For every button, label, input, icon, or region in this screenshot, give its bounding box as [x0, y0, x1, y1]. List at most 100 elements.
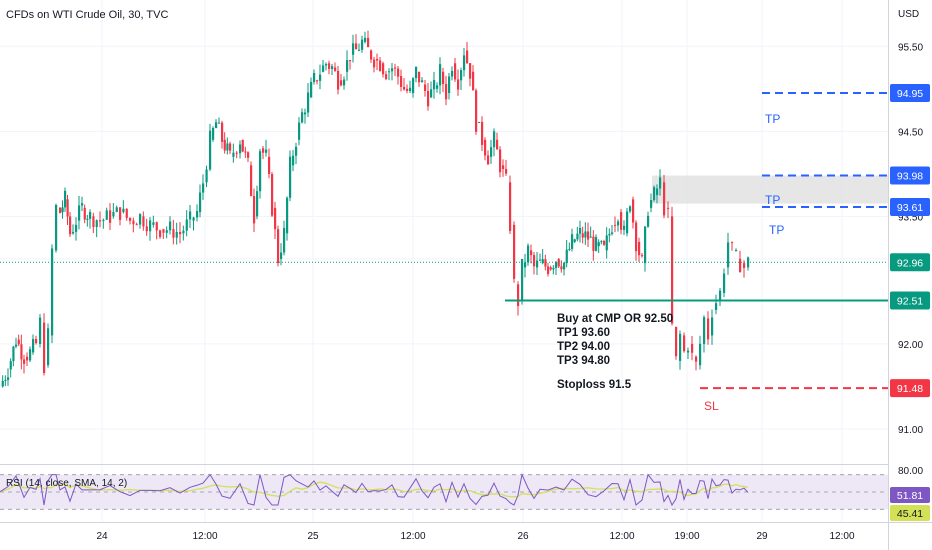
candle-body	[253, 196, 256, 224]
candle-body	[286, 197, 289, 234]
candle-body	[43, 322, 46, 374]
candle-body	[235, 152, 238, 154]
rsi-line	[0, 473, 749, 507]
candle-body	[189, 211, 192, 220]
candle-body	[555, 261, 558, 268]
price-tag-bg	[890, 166, 930, 185]
candle-body	[292, 155, 295, 166]
candle-body	[442, 71, 445, 85]
candle-body	[361, 39, 364, 50]
candle-body	[132, 220, 135, 225]
candle-body	[584, 231, 587, 238]
trade-note: Buy at CMP OR 92.50 TP1 93.60 TP2 94.00 …	[557, 312, 673, 392]
candle-body	[451, 70, 454, 77]
candle-body	[517, 284, 520, 307]
candle-body	[115, 207, 118, 212]
candle-body	[605, 235, 608, 251]
candle-body	[521, 258, 524, 302]
note-line-4: TP3 94.80	[557, 355, 611, 367]
candle-body	[352, 43, 355, 55]
candle-body	[109, 210, 112, 223]
candle-body	[319, 74, 322, 81]
x-tick-label: 24	[96, 531, 108, 542]
candle-body	[460, 70, 463, 81]
candle-body	[638, 241, 641, 256]
candle-body	[125, 208, 128, 218]
candle-body	[175, 231, 178, 238]
candle-body	[316, 80, 319, 82]
price-tag-label: 92.96	[897, 257, 923, 269]
candle-body	[159, 230, 162, 237]
candle-body	[20, 344, 23, 360]
candle-body	[747, 257, 750, 268]
candle-body	[313, 73, 316, 82]
y-tick-label: 95.50	[898, 42, 923, 53]
candle-body	[172, 229, 175, 238]
candle-body	[182, 230, 185, 234]
candle-body	[223, 139, 226, 151]
candle-body	[629, 206, 632, 212]
candle-body	[573, 239, 576, 242]
x-tick-label: 12:00	[192, 531, 217, 542]
candle-body	[457, 79, 460, 90]
candle-body	[64, 190, 67, 208]
candle-body	[379, 60, 382, 71]
candle-body	[675, 326, 678, 357]
candle-body	[202, 183, 205, 193]
candle-body	[536, 260, 539, 268]
candle-body	[490, 147, 493, 157]
candle-body	[671, 216, 674, 324]
candle-body	[687, 350, 690, 353]
candle-body	[307, 92, 310, 113]
candle-body	[576, 233, 579, 240]
candle-body	[544, 259, 547, 267]
candle-body	[29, 349, 32, 361]
rsi-axis-label: 80.00	[898, 466, 923, 477]
candle-body	[424, 84, 427, 91]
candle-body	[268, 156, 271, 175]
candle-body	[129, 217, 132, 221]
rsi-value-label: 51.81	[897, 490, 923, 502]
candle-body	[579, 227, 582, 234]
candle-body	[735, 250, 738, 252]
candle-body	[349, 60, 352, 62]
price-tag-bg	[890, 379, 930, 398]
candle-body	[496, 139, 499, 150]
candle-body	[376, 59, 379, 61]
candle-body	[199, 192, 202, 213]
candle-body	[12, 346, 15, 362]
candle-body	[274, 207, 277, 230]
candle-body	[61, 207, 64, 213]
candle-body	[75, 224, 78, 232]
sl-label: SL	[704, 399, 719, 413]
candle-body	[539, 259, 542, 261]
candle-body	[185, 219, 188, 231]
candle-body	[445, 84, 448, 100]
candle-body	[391, 68, 394, 72]
candle-body	[587, 231, 590, 240]
y-tick-label: 91.00	[898, 425, 923, 436]
candle-body	[641, 255, 644, 257]
candle-body	[367, 37, 370, 48]
candle-body	[370, 50, 373, 60]
candle-body	[667, 207, 670, 209]
candle-body	[334, 67, 337, 71]
candle-body	[358, 49, 361, 51]
candle-body	[289, 156, 292, 198]
candle-body	[603, 241, 606, 245]
candle-body	[715, 303, 718, 310]
candle-body	[262, 148, 265, 153]
candle-body	[59, 207, 62, 214]
candle-body	[162, 229, 165, 233]
candle-body	[81, 203, 84, 206]
candle-body	[382, 63, 385, 75]
candle-body	[552, 267, 555, 270]
candle-body	[212, 128, 215, 140]
candle-body	[549, 267, 552, 270]
candle-body	[226, 143, 229, 151]
candle-body	[9, 361, 12, 370]
candle-body	[430, 89, 433, 98]
candle-body	[26, 356, 29, 361]
candle-body	[99, 220, 102, 222]
